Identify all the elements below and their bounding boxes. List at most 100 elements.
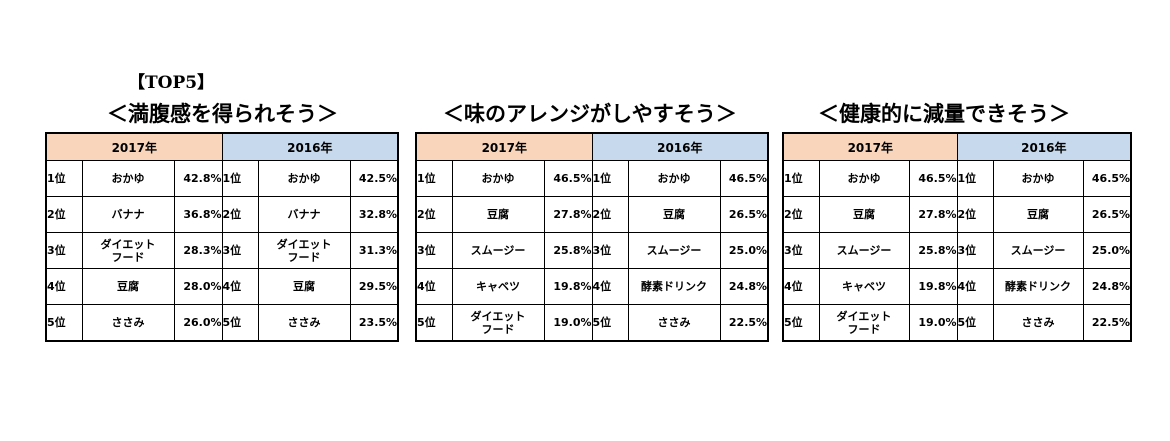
rank-2017-cell: 4位 bbox=[45, 268, 83, 305]
table-row: 3位 スムージー 25.8% 3位 スムージー 25.0% bbox=[782, 232, 1132, 269]
item-2017-cell: ダイエット フード bbox=[81, 232, 175, 269]
table-row: 1位 おかゆ 46.5% 1位 おかゆ 46.5% bbox=[415, 160, 769, 197]
percent-2016-cell: 26.5% bbox=[1082, 196, 1132, 233]
table-row: 2位 バナナ 36.8% 2位 バナナ 32.8% bbox=[45, 196, 399, 233]
item-2016-cell: 酵素ドリンク bbox=[627, 268, 721, 305]
percent-2016-cell: 25.0% bbox=[1082, 232, 1132, 269]
table-row: 3位 ダイエット フード 28.3% 3位 ダイエット フード 31.3% bbox=[45, 232, 399, 269]
rank-2016-cell: 3位 bbox=[591, 232, 629, 269]
item-2017-cell: バナナ bbox=[81, 196, 175, 233]
table-row: 1位 おかゆ 46.5% 1位 おかゆ 46.5% bbox=[782, 160, 1132, 197]
ranking-table: 2017年 2016年 1位 おかゆ 46.5% 1位 おかゆ 46.5% 2位 豆腐 27.8… bbox=[782, 132, 1133, 342]
percent-2017-cell: 28.3% bbox=[173, 232, 223, 269]
percent-2017-cell: 27.8% bbox=[908, 196, 958, 233]
percent-2017-cell: 42.8% bbox=[173, 160, 223, 197]
rank-2017-cell: 2位 bbox=[782, 196, 820, 233]
panel-title: ＜味のアレンジがしやすそう＞ bbox=[443, 101, 737, 126]
percent-2016-cell: 22.5% bbox=[1082, 304, 1132, 342]
rank-2016-cell: 1位 bbox=[591, 160, 629, 197]
item-2017-cell: おかゆ bbox=[818, 160, 910, 197]
percent-2016-cell: 25.0% bbox=[719, 232, 769, 269]
year-header-2017: 2017年 bbox=[45, 132, 223, 161]
item-2016-cell: 豆腐 bbox=[992, 196, 1084, 233]
rank-2016-cell: 1位 bbox=[956, 160, 994, 197]
table-row: 5位 ダイエット フード 19.0% 5位 ささみ 22.5% bbox=[782, 304, 1132, 342]
rank-2016-cell: 5位 bbox=[591, 304, 629, 342]
item-2016-cell: おかゆ bbox=[627, 160, 721, 197]
percent-2016-cell: 46.5% bbox=[719, 160, 769, 197]
rank-2016-cell: 4位 bbox=[591, 268, 629, 305]
item-2017-cell: おかゆ bbox=[451, 160, 545, 197]
panel-satiety: ＜満腹感を得られそう＞ 2017年 2016年 1位 おかゆ 42.8% 1位 おかゆ 4… bbox=[45, 96, 400, 342]
item-2016-cell: バナナ bbox=[257, 196, 351, 233]
table-row: 4位 豆腐 28.0% 4位 豆腐 29.5% bbox=[45, 268, 399, 305]
percent-2016-cell: 22.5% bbox=[719, 304, 769, 342]
item-2016-cell: 酵素ドリンク bbox=[992, 268, 1084, 305]
panel-arrangement: ＜味のアレンジがしやすそう＞ 2017年 2016年 1位 おかゆ 46.5% 1位お… bbox=[415, 96, 770, 342]
table-row: 2位 豆腐 27.8% 2位 豆腐 26.5% bbox=[415, 196, 769, 233]
item-2016-cell: 豆腐 bbox=[627, 196, 721, 233]
panel-healthy-weight-loss: ＜健康的に減量できそう＞ 2017年 2016年 1位 おかゆ 46.5% 1位 おかゆ… bbox=[782, 96, 1133, 342]
table-row: 5位 ダイエット フード 19.0% 5位 ささみ 22.5% bbox=[415, 304, 769, 342]
panel-title: ＜健康的に減量できそう＞ bbox=[818, 101, 1070, 126]
percent-2017-cell: 19.8% bbox=[908, 268, 958, 305]
percent-2016-cell: 32.8% bbox=[349, 196, 399, 233]
rank-2016-cell: 1位 bbox=[221, 160, 259, 197]
percent-2016-cell: 24.8% bbox=[719, 268, 769, 305]
table-row: 2位 豆腐 27.8% 2位 豆腐 26.5% bbox=[782, 196, 1132, 233]
percent-2017-cell: 27.8% bbox=[543, 196, 593, 233]
ranking-table: 2017年 2016年 1位 おかゆ 42.8% 1位 おかゆ 42.5% 2位 バナナ 36.… bbox=[45, 132, 400, 342]
rank-2017-cell: 2位 bbox=[415, 196, 453, 233]
table-row: 5位 ささみ 26.0% 5位 ささみ 23.5% bbox=[45, 304, 399, 342]
percent-2017-cell: 46.5% bbox=[908, 160, 958, 197]
rank-2017-cell: 3位 bbox=[415, 232, 453, 269]
top5-label: 【TOP5】 bbox=[128, 73, 215, 93]
percent-2016-cell: 26.5% bbox=[719, 196, 769, 233]
item-2016-cell: スムージー bbox=[627, 232, 721, 269]
table-row: 3位 スムージー 25.8% 3位 スムージー 25.0% bbox=[415, 232, 769, 269]
percent-2016-cell: 23.5% bbox=[349, 304, 399, 342]
item-2017-cell: ダイエット フード bbox=[818, 304, 910, 342]
rank-2017-cell: 1位 bbox=[415, 160, 453, 197]
item-2016-cell: おかゆ bbox=[257, 160, 351, 197]
item-2017-cell: おかゆ bbox=[81, 160, 175, 197]
rank-2017-cell: 1位 bbox=[45, 160, 83, 197]
rank-2016-cell: 2位 bbox=[956, 196, 994, 233]
table-row: 4位 キャベツ 19.8% 4位 酵素ドリンク 24.8% bbox=[782, 268, 1132, 305]
percent-2017-cell: 25.8% bbox=[543, 232, 593, 269]
item-2016-cell: ささみ bbox=[257, 304, 351, 342]
year-header-2016: 2016年 bbox=[956, 132, 1132, 161]
rank-2016-cell: 2位 bbox=[221, 196, 259, 233]
percent-2017-cell: 25.8% bbox=[908, 232, 958, 269]
rank-2017-cell: 1位 bbox=[782, 160, 820, 197]
year-header-2017: 2017年 bbox=[782, 132, 958, 161]
percent-2017-cell: 36.8% bbox=[173, 196, 223, 233]
rank-2016-cell: 2位 bbox=[591, 196, 629, 233]
rank-2017-cell: 5位 bbox=[782, 304, 820, 342]
rank-2017-cell: 3位 bbox=[782, 232, 820, 269]
percent-2016-cell: 46.5% bbox=[1082, 160, 1132, 197]
rank-2017-cell: 5位 bbox=[45, 304, 83, 342]
year-header-2016: 2016年 bbox=[221, 132, 399, 161]
year-header-2017: 2017年 bbox=[415, 132, 593, 161]
percent-2017-cell: 28.0% bbox=[173, 268, 223, 305]
rank-2017-cell: 3位 bbox=[45, 232, 83, 269]
item-2016-cell: ささみ bbox=[992, 304, 1084, 342]
percent-2016-cell: 24.8% bbox=[1082, 268, 1132, 305]
percent-2017-cell: 19.0% bbox=[543, 304, 593, 342]
item-2017-cell: ささみ bbox=[81, 304, 175, 342]
item-2016-cell: 豆腐 bbox=[257, 268, 351, 305]
item-2017-cell: 豆腐 bbox=[81, 268, 175, 305]
item-2016-cell: ささみ bbox=[627, 304, 721, 342]
percent-2017-cell: 46.5% bbox=[543, 160, 593, 197]
table-row: 1位 おかゆ 42.8% 1位 おかゆ 42.5% bbox=[45, 160, 399, 197]
item-2017-cell: 豆腐 bbox=[818, 196, 910, 233]
percent-2016-cell: 31.3% bbox=[349, 232, 399, 269]
item-2017-cell: 豆腐 bbox=[451, 196, 545, 233]
rank-2017-cell: 4位 bbox=[415, 268, 453, 305]
item-2017-cell: キャベツ bbox=[451, 268, 545, 305]
percent-2017-cell: 19.0% bbox=[908, 304, 958, 342]
rank-2016-cell: 3位 bbox=[956, 232, 994, 269]
year-header-2016: 2016年 bbox=[591, 132, 769, 161]
rank-2016-cell: 5位 bbox=[956, 304, 994, 342]
